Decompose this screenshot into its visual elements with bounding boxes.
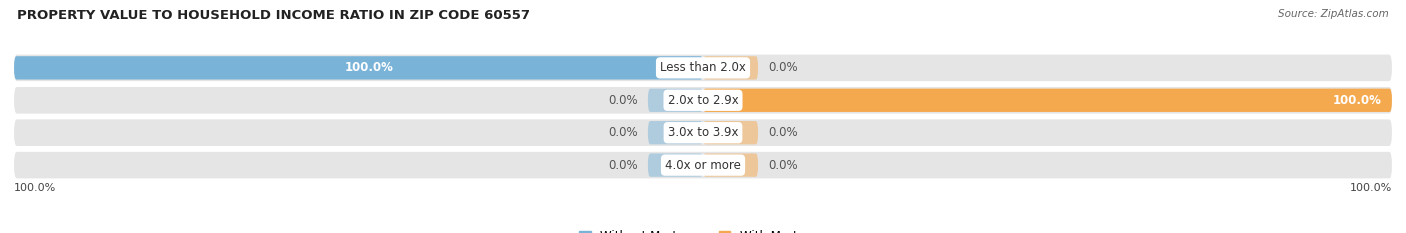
Text: Less than 2.0x: Less than 2.0x xyxy=(659,61,747,74)
Text: 100.0%: 100.0% xyxy=(1333,94,1382,107)
Text: Source: ZipAtlas.com: Source: ZipAtlas.com xyxy=(1278,9,1389,19)
FancyBboxPatch shape xyxy=(703,89,1392,112)
FancyBboxPatch shape xyxy=(14,56,703,79)
Text: 0.0%: 0.0% xyxy=(607,159,637,172)
FancyBboxPatch shape xyxy=(703,56,758,79)
Text: 0.0%: 0.0% xyxy=(607,94,637,107)
Text: 4.0x or more: 4.0x or more xyxy=(665,159,741,172)
FancyBboxPatch shape xyxy=(14,55,1392,81)
FancyBboxPatch shape xyxy=(14,87,1392,113)
Text: 100.0%: 100.0% xyxy=(1350,183,1392,193)
Text: 100.0%: 100.0% xyxy=(344,61,394,74)
Text: 0.0%: 0.0% xyxy=(769,126,799,139)
FancyBboxPatch shape xyxy=(648,89,703,112)
FancyBboxPatch shape xyxy=(648,154,703,177)
FancyBboxPatch shape xyxy=(703,121,758,144)
FancyBboxPatch shape xyxy=(14,152,1392,178)
Legend: Without Mortgage, With Mortgage: Without Mortgage, With Mortgage xyxy=(574,225,832,233)
FancyBboxPatch shape xyxy=(648,121,703,144)
Text: 2.0x to 2.9x: 2.0x to 2.9x xyxy=(668,94,738,107)
Text: 3.0x to 3.9x: 3.0x to 3.9x xyxy=(668,126,738,139)
FancyBboxPatch shape xyxy=(14,120,1392,146)
FancyBboxPatch shape xyxy=(703,154,758,177)
Text: PROPERTY VALUE TO HOUSEHOLD INCOME RATIO IN ZIP CODE 60557: PROPERTY VALUE TO HOUSEHOLD INCOME RATIO… xyxy=(17,9,530,22)
Text: 0.0%: 0.0% xyxy=(769,159,799,172)
Text: 100.0%: 100.0% xyxy=(14,183,56,193)
Text: 0.0%: 0.0% xyxy=(769,61,799,74)
Text: 0.0%: 0.0% xyxy=(607,126,637,139)
